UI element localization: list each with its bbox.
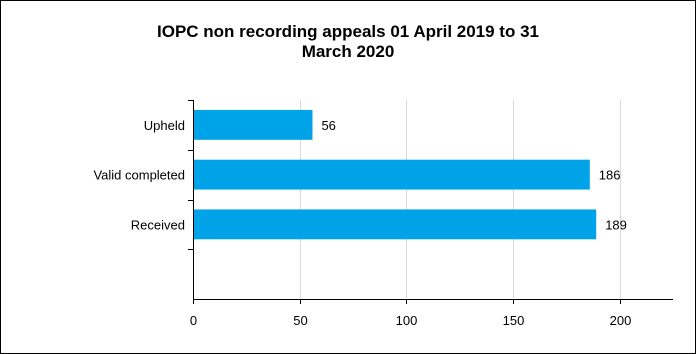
category-label-0: Upheld <box>144 118 185 133</box>
category-label-2: Received <box>131 217 185 232</box>
bar-1 <box>194 159 590 190</box>
chart-title-line-2: March 2020 <box>301 42 395 61</box>
bar-0 <box>194 109 313 140</box>
x-tick-label-4: 200 <box>610 313 632 328</box>
bar-2 <box>194 209 597 240</box>
bars <box>194 109 597 240</box>
category-label-1: Valid completed <box>93 168 185 183</box>
x-tick-label-1: 50 <box>293 313 307 328</box>
x-tick-label-3: 150 <box>503 313 525 328</box>
data-label-1: 186 <box>599 168 621 183</box>
grid-lines <box>300 100 621 299</box>
axes <box>188 100 673 304</box>
chart-title-line-1: IOPC non recording appeals 01 April 2019… <box>157 22 539 41</box>
x-tick-label-2: 100 <box>396 313 418 328</box>
labels: Upheld 56 Valid completed 186 Received 189 0 50… <box>93 118 631 328</box>
data-label-0: 56 <box>321 118 335 133</box>
data-label-2: 189 <box>605 217 627 232</box>
x-tick-label-0: 0 <box>190 313 197 328</box>
chart-title: IOPC non recording appeals 01 April 2019… <box>0 22 696 62</box>
